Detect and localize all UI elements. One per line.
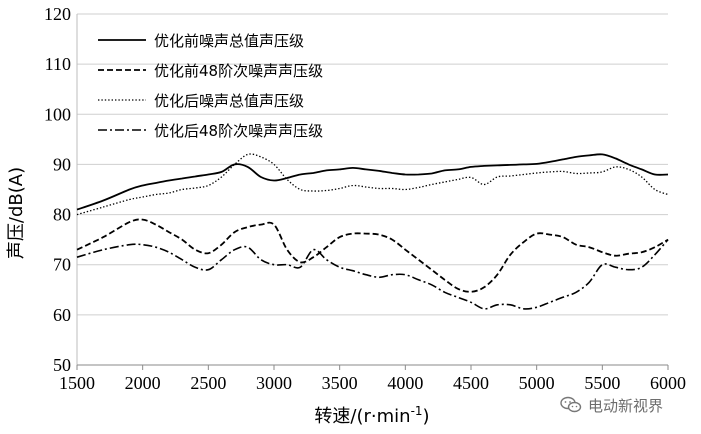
x-axis-title: 转速/(r·min-1) [314,404,429,427]
x-axis-title-sup: -1 [411,404,423,418]
y-tick-label-80: 80 [53,205,71,225]
series-line-2 [76,218,669,293]
x-tick-label-6000: 6000 [650,373,686,393]
series-lines [76,153,669,310]
legend-label-4: 优化后48阶次噪声声压级 [154,122,323,140]
y-tick-label-110: 110 [45,54,71,74]
x-tick-label-2500: 2500 [190,373,226,393]
legend-label-2: 优化前48阶次噪声声压级 [154,62,323,80]
gridlines [77,13,668,366]
watermark: 电动新视界 [560,392,700,418]
x-tick-label-4000: 4000 [387,373,423,393]
y-tick-labels: 50 60 70 80 90 100 110 120 [44,4,71,375]
legend-label-3: 优化后噪声总值声压级 [154,92,304,110]
y-tick-label-120: 120 [44,4,71,24]
y-tick-label-70: 70 [53,255,71,275]
watermark-text: 电动新视界 [588,396,664,415]
wechat-icon [560,396,582,413]
y-axis-title: 声压/dB(A) [6,167,27,259]
axes [76,14,669,370]
x-axis-title-main: 转速/(r·min [314,406,410,427]
legend-label-1: 优化前噪声总值声压级 [154,32,304,50]
x-tick-label-5500: 5500 [584,373,620,393]
x-tick-label-4500: 4500 [453,373,489,393]
series-line-3 [76,153,669,216]
x-tick-label-3500: 3500 [322,373,358,393]
x-tick-label-1500: 1500 [59,373,95,393]
x-axis-title-close: ) [423,406,430,427]
y-tick-label-50: 50 [53,355,71,375]
y-tick-label-100: 100 [44,104,71,124]
x-tick-labels: 1500 2000 2500 3000 3500 4000 4500 5000 5500 6000 [59,373,686,393]
series-line-4 [76,239,669,310]
series-line-1 [76,153,669,211]
x-tick-label-5000: 5000 [519,373,555,393]
y-tick-label-90: 90 [53,154,71,174]
x-tick-label-2000: 2000 [125,373,161,393]
legend: 优化前噪声总值声压级优化前48阶次噪声声压级优化后噪声总值声压级优化后48阶次噪… [98,32,323,140]
y-tick-label-60: 60 [53,305,71,325]
x-tick-label-3000: 3000 [256,373,292,393]
